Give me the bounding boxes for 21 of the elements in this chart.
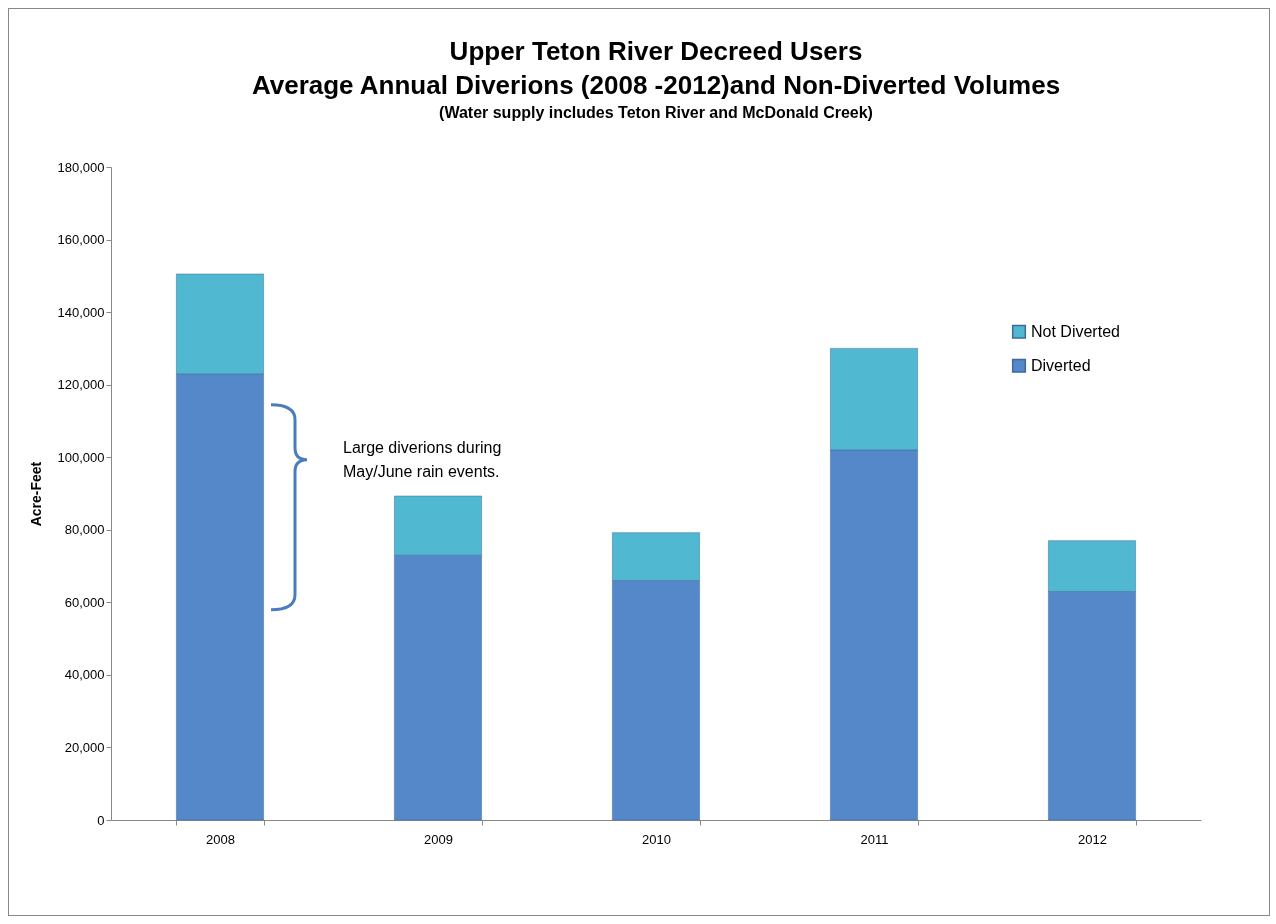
y-tick-label: 80,000 <box>64 522 105 538</box>
y-tick-label: 120,000 <box>57 377 105 393</box>
x-tick-label: 2011 <box>860 831 889 847</box>
y-tick-label: 40,000 <box>64 667 105 683</box>
x-tick-label: 2010 <box>642 831 671 847</box>
legend-label: Not Diverted <box>1031 322 1120 340</box>
y-tick-label: 60,000 <box>64 594 105 610</box>
y-tick-label: 140,000 <box>57 304 105 320</box>
y-tick-label: 180,000 <box>57 159 105 175</box>
x-tick-label: 2008 <box>206 831 235 847</box>
chart-title: Upper Teton River Decreed Users Average Annual Diverions (2008 -2012)and Non-Diverted Volumes <box>251 36 1061 100</box>
x-tick-label: 2009 <box>424 831 453 847</box>
x-tick-label: 2012 <box>1078 831 1107 847</box>
annotation: Large diverions during May/June rain events. <box>343 438 502 480</box>
legend-label: Diverted <box>1031 356 1091 374</box>
chart-subtitle: (Water supply includes Teton River and McDonald Creek) <box>439 104 873 121</box>
y-tick-label: 160,000 <box>57 232 105 248</box>
y-tick-label: 20,000 <box>64 739 105 755</box>
y-tick-label: 100,000 <box>57 449 105 465</box>
y-tick-label: 0 <box>97 812 105 828</box>
y-axis-title: Acre-Feet <box>27 461 44 527</box>
